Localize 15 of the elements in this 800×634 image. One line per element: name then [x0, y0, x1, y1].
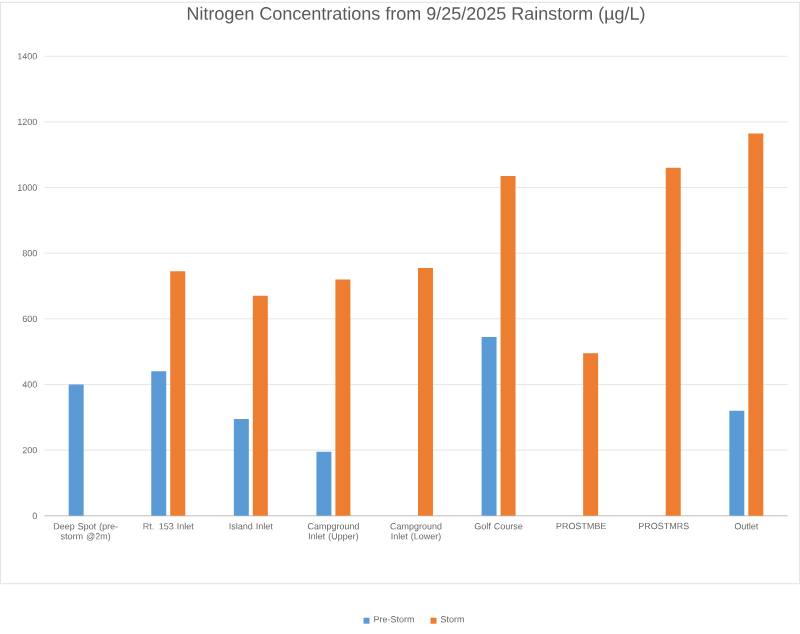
- chart-title: Nitrogen Concentrations from 9/25/2025 Rainstorm (µg/L): [187, 6, 645, 24]
- bar: [170, 271, 186, 517]
- bar: [665, 168, 681, 517]
- bar: [151, 371, 167, 517]
- bar: [335, 279, 351, 517]
- bar: [500, 176, 516, 517]
- bar: [252, 296, 268, 517]
- bar: [316, 452, 332, 517]
- bar: [68, 384, 84, 517]
- bar: [748, 133, 764, 517]
- bar: [729, 411, 745, 517]
- bar: [233, 419, 249, 517]
- bar: [481, 337, 497, 517]
- bar: [583, 353, 599, 517]
- bar: [417, 268, 433, 517]
